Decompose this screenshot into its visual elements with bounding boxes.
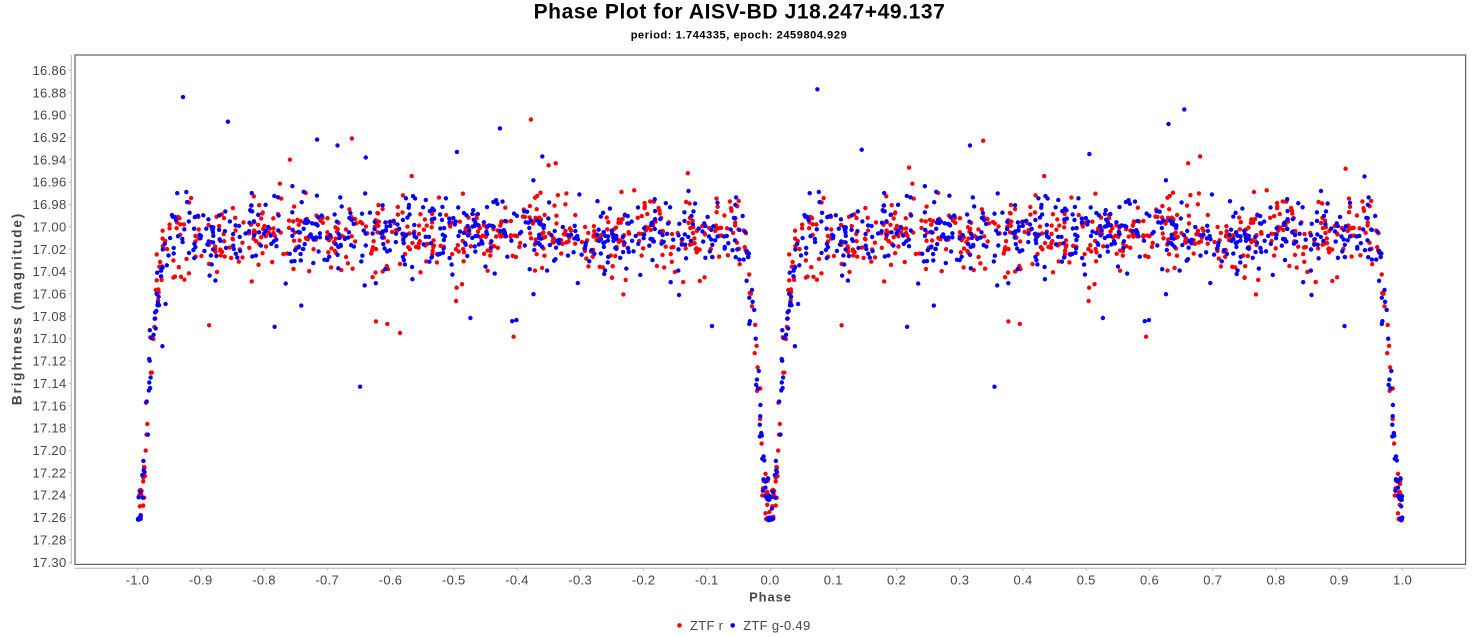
svg-text:17.00: 17.00 <box>32 219 66 234</box>
svg-text:0.4: 0.4 <box>1014 573 1033 588</box>
svg-text:0.0: 0.0 <box>761 573 780 588</box>
svg-text:16.92: 16.92 <box>32 130 66 145</box>
svg-text:-0.1: -0.1 <box>695 573 719 588</box>
svg-text:17.02: 17.02 <box>32 242 66 257</box>
svg-text:0.8: 0.8 <box>1267 573 1286 588</box>
svg-text:0.1: 0.1 <box>824 573 843 588</box>
svg-text:16.90: 16.90 <box>32 108 66 123</box>
svg-text:0.7: 0.7 <box>1203 573 1222 588</box>
svg-text:17.30: 17.30 <box>32 555 66 570</box>
svg-text:17.04: 17.04 <box>32 264 66 279</box>
svg-text:ZTF r: ZTF r <box>690 618 724 633</box>
svg-text:0.6: 0.6 <box>1140 573 1159 588</box>
svg-text:-0.6: -0.6 <box>379 573 403 588</box>
svg-text:0.9: 0.9 <box>1330 573 1349 588</box>
svg-text:17.22: 17.22 <box>32 465 66 480</box>
svg-text:period: 1.744335, epoch: 24598: period: 1.744335, epoch: 2459804.929 <box>631 30 848 42</box>
svg-text:-0.5: -0.5 <box>442 573 466 588</box>
svg-text:-0.3: -0.3 <box>568 573 592 588</box>
svg-text:17.12: 17.12 <box>32 354 66 369</box>
svg-text:-0.8: -0.8 <box>252 573 276 588</box>
svg-text:16.98: 16.98 <box>32 197 66 212</box>
svg-text:Phase Plot for AISV-BD J18.247: Phase Plot for AISV-BD J18.247+49.137 <box>534 1 946 24</box>
svg-text:0.2: 0.2 <box>887 573 906 588</box>
svg-text:-1.0: -1.0 <box>126 573 150 588</box>
svg-text:16.96: 16.96 <box>32 175 66 190</box>
svg-text:17.10: 17.10 <box>32 331 66 346</box>
svg-text:-0.4: -0.4 <box>505 573 529 588</box>
svg-text:-0.7: -0.7 <box>315 573 339 588</box>
svg-text:17.28: 17.28 <box>32 532 66 547</box>
svg-text:1.0: 1.0 <box>1393 573 1412 588</box>
svg-text:17.24: 17.24 <box>32 488 66 503</box>
svg-text:-0.9: -0.9 <box>189 573 213 588</box>
svg-text:0.5: 0.5 <box>1077 573 1096 588</box>
svg-text:17.14: 17.14 <box>32 376 66 391</box>
svg-text:16.88: 16.88 <box>32 85 66 100</box>
svg-text:17.06: 17.06 <box>32 287 66 302</box>
svg-text:17.20: 17.20 <box>32 443 66 458</box>
svg-text:17.26: 17.26 <box>32 510 66 525</box>
svg-text:16.86: 16.86 <box>32 63 66 78</box>
svg-text:17.08: 17.08 <box>32 309 66 324</box>
svg-text:0.3: 0.3 <box>950 573 969 588</box>
svg-text:17.18: 17.18 <box>32 421 66 436</box>
svg-text:-0.2: -0.2 <box>632 573 656 588</box>
svg-text:Brightness (magnitude): Brightness (magnitude) <box>10 212 25 405</box>
svg-text:16.94: 16.94 <box>32 152 66 167</box>
svg-text:Phase: Phase <box>749 589 792 604</box>
svg-text:17.16: 17.16 <box>32 398 66 413</box>
svg-text:ZTF g-0.49: ZTF g-0.49 <box>743 618 810 633</box>
